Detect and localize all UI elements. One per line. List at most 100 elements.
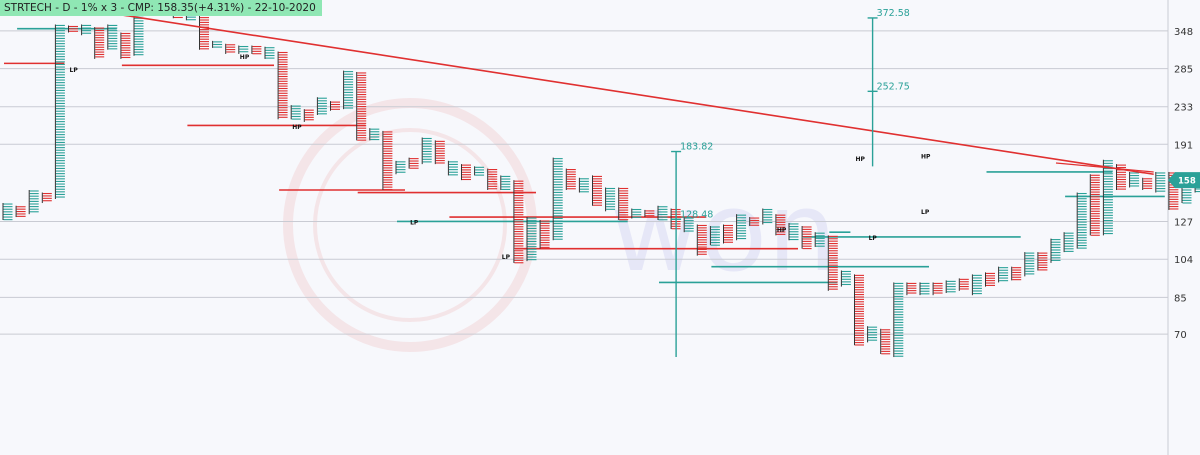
current-price-label: 158: [1178, 177, 1196, 187]
x-column: [1063, 232, 1074, 253]
o-column: [723, 224, 733, 244]
watermark-ring: [283, 98, 537, 352]
o-column: [94, 27, 105, 59]
o-column: [775, 214, 786, 236]
x-column: [395, 160, 406, 175]
x-column: [998, 266, 1009, 283]
x-column: [107, 24, 118, 50]
o-column: [906, 282, 917, 296]
x-column: [1024, 252, 1035, 277]
x-column: [500, 175, 511, 190]
y-tick-label: 348: [1174, 27, 1193, 38]
x-column: [343, 70, 354, 110]
x-column: [369, 128, 380, 141]
o-column: [330, 101, 340, 111]
o-column: [408, 157, 419, 169]
x-column: [762, 208, 773, 225]
target-top-label: 183.82: [680, 142, 713, 153]
o-column: [1142, 177, 1153, 190]
o-column: [618, 187, 629, 221]
x-column: [81, 24, 92, 36]
pivot-marker: LP: [410, 219, 419, 226]
o-column: [225, 43, 236, 54]
o-column: [958, 278, 969, 291]
o-column: [434, 140, 445, 165]
watermark-inner-ring: [313, 128, 507, 322]
o-column: [749, 217, 760, 226]
y-tick-label: 70: [1174, 330, 1187, 341]
pivot-marker: LP: [869, 235, 878, 242]
y-tick-label: 127: [1174, 217, 1193, 228]
target-projection: 372.58 252.75: [867, 8, 910, 167]
pivot-marker: HP: [292, 124, 302, 131]
x-column: [421, 137, 432, 165]
target-top-label: 372.58: [877, 8, 910, 19]
x-column: [788, 222, 799, 241]
x-column: [447, 160, 458, 176]
x-column: [28, 189, 39, 215]
o-column: [15, 205, 26, 218]
pivot-marker: LP: [70, 67, 79, 74]
x-column: [212, 40, 223, 48]
o-column: [487, 168, 498, 190]
o-column: [199, 14, 209, 50]
o-column: [539, 219, 550, 249]
x-column: [893, 282, 904, 358]
x-column: [2, 203, 13, 221]
trendline: [60, 4, 1154, 176]
o-column: [696, 224, 707, 256]
o-column: [303, 109, 314, 122]
o-column: [985, 272, 995, 287]
current-price-tag: [1168, 172, 1200, 189]
chart-title: STRTECH - D - 1% x 3 - CMP: 158.35(+4.31…: [0, 0, 322, 16]
x-column: [238, 45, 249, 54]
x-column: [971, 274, 982, 296]
x-column: [54, 24, 65, 200]
x-column: [264, 46, 275, 59]
y-tick-label: 104: [1174, 255, 1193, 266]
o-column: [356, 71, 367, 141]
target-mid-label: 128.48: [680, 209, 713, 220]
target-projection: 183.82 128.48: [671, 142, 713, 358]
x-column: [1102, 159, 1113, 236]
x-column: [683, 217, 694, 233]
x-column: [316, 97, 327, 116]
target-mid-label: 252.75: [877, 81, 910, 92]
o-column: [277, 51, 288, 120]
x-column: [1076, 192, 1087, 249]
o-column: [251, 45, 262, 55]
o-column: [1011, 266, 1022, 281]
trendline-secondary: [1055, 162, 1154, 173]
pivot-marker: HP: [777, 227, 787, 234]
x-column: [631, 208, 642, 219]
x-column: [552, 157, 563, 241]
o-column: [565, 168, 576, 190]
o-column: [382, 130, 393, 191]
o-column: [827, 235, 838, 291]
o-column: [801, 225, 812, 250]
x-column: [526, 217, 537, 262]
x-column: [1050, 238, 1061, 263]
pivot-marker: HP: [240, 54, 250, 61]
x-column: [709, 225, 720, 246]
x-column: [1155, 171, 1166, 193]
o-column: [880, 328, 891, 355]
o-column: [120, 32, 131, 59]
o-column: [41, 192, 52, 204]
x-column: [290, 105, 301, 120]
pivot-marker: HP: [856, 156, 866, 163]
o-column: [1116, 164, 1126, 190]
x-column: [945, 280, 956, 293]
x-column: [474, 166, 485, 176]
y-tick-label: 233: [1174, 103, 1193, 114]
o-column: [592, 175, 602, 206]
o-column: [68, 25, 78, 33]
x-column: [840, 270, 851, 287]
x-column: [578, 177, 589, 193]
o-column: [1089, 174, 1100, 236]
pivot-marker: LP: [921, 209, 930, 216]
x-column: [736, 214, 747, 241]
y-tick-label: 191: [1174, 140, 1193, 151]
